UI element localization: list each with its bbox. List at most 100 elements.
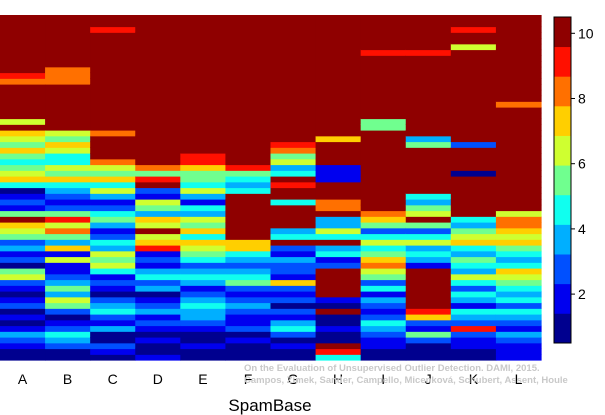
heatmap-cell [135,302,181,309]
heatmap-cell [405,291,452,298]
x-tick-label: E [198,371,207,387]
heatmap-cell [270,130,317,137]
heatmap-cell [270,181,317,189]
heatmap-cell [270,250,317,258]
heatmap-cell [270,187,317,194]
heatmap-cell [270,95,317,102]
heatmap-cell [0,170,46,177]
heatmap-cell [180,107,227,114]
heatmap-cell [450,158,497,166]
heatmap-cell [225,250,272,258]
heatmap-cell [45,325,91,332]
heatmap-cell [270,291,317,298]
colorbar-segment [554,17,571,48]
heatmap-cell [360,331,407,338]
heatmap-cell [315,233,362,240]
heatmap-cell [135,187,181,194]
heatmap-cell [270,49,317,56]
heatmap-cell [315,181,362,189]
heatmap-cell [315,204,362,212]
heatmap-cell [45,89,91,97]
heatmap-cell [360,348,407,355]
heatmap-cell [225,354,272,361]
heatmap-cell [225,176,272,183]
heatmap-cell [315,325,362,332]
heatmap-cell [315,95,362,102]
heatmap-cell [270,325,317,332]
heatmap-cell [315,250,362,258]
heatmap-cell [0,118,46,125]
heatmap-cell [495,153,542,160]
heatmap-cell [180,15,227,22]
heatmap-cell [225,204,272,212]
heatmap-cell [90,170,136,177]
heatmap-cell [0,55,46,62]
heatmap-cell [135,84,181,91]
heatmap-cell [135,193,181,200]
heatmap-cell [495,314,542,321]
x-tick-label: B [63,371,72,387]
heatmap-cell [225,187,272,194]
heatmap-cell [90,337,136,344]
heatmap-cell [45,170,91,177]
heatmap-cell [270,158,317,166]
heatmap-cell [360,314,407,321]
heatmap-cell [360,233,407,240]
heatmap-cell [405,268,452,275]
heatmap-cell [135,49,181,56]
heatmap-cell [450,147,497,154]
heatmap-cell [315,279,362,286]
heatmap-cell [45,130,91,137]
heatmap-cell [225,181,272,189]
heatmap-cell [450,187,497,194]
heatmap-cell [315,49,362,56]
heatmap-cell [0,101,46,108]
heatmap-cell [45,72,91,79]
heatmap-cell [90,227,136,235]
heatmap-cell [270,319,317,327]
heatmap-cell [225,302,272,309]
heatmap-cell [405,279,452,286]
heatmap-cell [495,181,542,189]
heatmap-cell [405,164,452,171]
heatmap-cell [180,89,227,97]
heatmap-cell [450,354,497,361]
heatmap-cell [90,89,136,97]
heatmap-cell [495,204,542,212]
heatmap-cell [450,124,497,131]
heatmap-cell [315,107,362,114]
heatmap-cell [495,176,542,183]
heatmap-cell [0,26,46,33]
heatmap-cell [450,26,497,33]
heatmap-cell [225,38,272,45]
heatmap-cell [0,32,46,39]
heatmap-cell [450,308,497,315]
heatmap-cell [495,233,542,240]
heatmap-cell [270,61,317,68]
heatmap-cell [270,239,317,246]
heatmap-cell [135,216,181,223]
x-tick-label: A [18,371,28,387]
heatmap-cell [0,147,46,154]
heatmap-cell [315,141,362,148]
heatmap-cell [180,204,227,212]
heatmap-cell [360,170,407,177]
heatmap-cell [90,262,136,269]
heatmap-cell [360,147,407,154]
heatmap-cell [360,38,407,45]
colorbar-segment [554,254,571,285]
heatmap-cell [405,216,452,223]
heatmap-cell [180,256,227,263]
heatmap-cell [180,331,227,338]
colorbar-segment [554,76,571,107]
heatmap-cell [135,135,181,143]
heatmap-cell [495,147,542,154]
heatmap-cell [495,66,542,74]
heatmap-cell [270,101,317,108]
heatmap-cell [315,245,362,252]
heatmap-cell [90,112,136,120]
heatmap-cell [270,107,317,114]
heatmap-cell [45,319,91,327]
heatmap-cell [270,135,317,143]
